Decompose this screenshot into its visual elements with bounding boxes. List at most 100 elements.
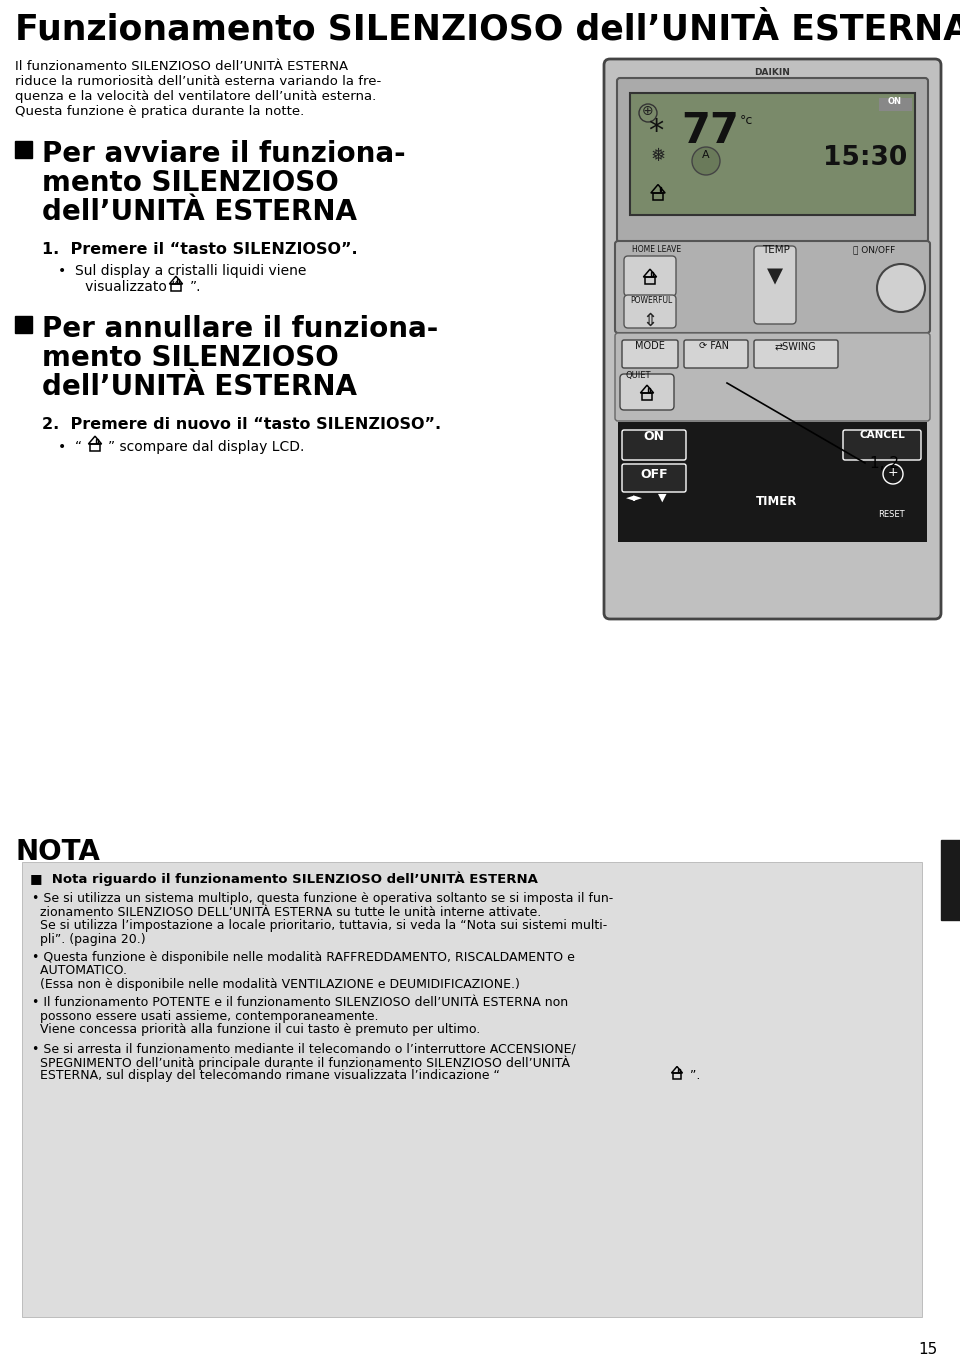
Text: °c: °c — [740, 114, 754, 128]
Text: AUTOMATICO.: AUTOMATICO. — [32, 964, 127, 978]
Text: Viene concessa priorità alla funzione il cui tasto è premuto per ultimo.: Viene concessa priorità alla funzione il… — [32, 1024, 480, 1036]
Text: mento SILENZIOSO: mento SILENZIOSO — [42, 344, 339, 372]
Text: ◄►: ◄► — [626, 493, 643, 502]
Text: Per avviare il funziona-: Per avviare il funziona- — [42, 140, 406, 168]
Bar — [879, 98, 912, 111]
Text: ⇕: ⇕ — [642, 312, 658, 330]
Circle shape — [692, 147, 720, 175]
Text: Questa funzione è pratica durante la notte.: Questa funzione è pratica durante la not… — [15, 105, 304, 118]
Bar — [673, 1073, 681, 1078]
Bar — [630, 92, 915, 215]
Text: Il funzionamento SILENZIOSO dell’UNITÀ ESTERNA: Il funzionamento SILENZIOSO dell’UNITÀ E… — [15, 60, 348, 73]
Bar — [15, 141, 32, 158]
Text: • Se si utilizza un sistema multiplo, questa funzione è operativa soltanto se si: • Se si utilizza un sistema multiplo, qu… — [32, 892, 613, 904]
Text: DAIKIN: DAIKIN — [754, 68, 790, 77]
Text: OFF: OFF — [640, 469, 668, 481]
Text: TEMP: TEMP — [762, 244, 790, 255]
Bar — [172, 284, 180, 291]
Text: *: * — [648, 117, 663, 147]
Bar — [941, 841, 960, 919]
Circle shape — [883, 464, 903, 483]
FancyBboxPatch shape — [843, 430, 921, 460]
Text: ▼: ▼ — [767, 266, 783, 287]
Text: 15: 15 — [919, 1342, 938, 1357]
Bar — [22, 862, 922, 1317]
Text: zionamento SILENZIOSO DELL’UNITÀ ESTERNA su tutte le unità interne attivate.: zionamento SILENZIOSO DELL’UNITÀ ESTERNA… — [32, 906, 541, 918]
Text: pli”. (pagina 20.): pli”. (pagina 20.) — [32, 933, 146, 945]
FancyBboxPatch shape — [615, 333, 930, 421]
FancyBboxPatch shape — [624, 295, 676, 329]
FancyBboxPatch shape — [622, 340, 678, 368]
Bar — [90, 444, 100, 451]
Text: • Questa funzione è disponibile nelle modalità RAFFREDDAMENTO, RISCALDAMENTO e: • Questa funzione è disponibile nelle mo… — [32, 951, 575, 964]
Bar — [648, 388, 650, 391]
Text: CANCEL: CANCEL — [859, 430, 905, 440]
Text: 77: 77 — [681, 110, 739, 152]
Bar — [645, 277, 655, 284]
Text: ” scompare dal display LCD.: ” scompare dal display LCD. — [108, 440, 304, 454]
Text: 15:30: 15:30 — [823, 145, 907, 171]
Text: 2.  Premere di nuovo il “tasto SILENZIOSO”.: 2. Premere di nuovo il “tasto SILENZIOSO… — [42, 417, 442, 432]
FancyBboxPatch shape — [622, 430, 686, 460]
Text: ⟳ FAN: ⟳ FAN — [699, 341, 729, 350]
Text: ”.: ”. — [690, 1069, 701, 1082]
Text: POWERFUL: POWERFUL — [630, 296, 672, 306]
Text: MODE: MODE — [636, 341, 665, 350]
Text: QUIET: QUIET — [626, 371, 652, 380]
Text: ■  Nota riguardo il funzionamento SILENZIOSO dell’UNITÀ ESTERNA: ■ Nota riguardo il funzionamento SILENZI… — [30, 872, 538, 887]
Text: dell’UNITÀ ESTERNA: dell’UNITÀ ESTERNA — [42, 198, 357, 225]
FancyBboxPatch shape — [622, 464, 686, 492]
Text: (Essa non è disponibile nelle modalità VENTILAZIONE e DEUMIDIFICAZIONE.): (Essa non è disponibile nelle modalità V… — [32, 978, 520, 991]
Text: riduce la rumoriosità dell’unità esterna variando la fre-: riduce la rumoriosità dell’unità esterna… — [15, 75, 381, 88]
Text: mento SILENZIOSO: mento SILENZIOSO — [42, 168, 339, 197]
Text: RESET: RESET — [877, 511, 904, 519]
FancyBboxPatch shape — [617, 77, 928, 242]
Text: •  “: • “ — [58, 440, 82, 454]
FancyBboxPatch shape — [604, 58, 941, 619]
Text: 1, 2: 1, 2 — [870, 456, 899, 471]
Text: TIMER: TIMER — [756, 496, 798, 508]
Text: • Se si arresta il funzionamento mediante il telecomando o l’interruttore ACCENS: • Se si arresta il funzionamento mediant… — [32, 1042, 576, 1055]
Text: HOME LEAVE: HOME LEAVE — [632, 244, 682, 254]
Circle shape — [639, 105, 657, 122]
Text: •  Sul display a cristalli liquidi viene: • Sul display a cristalli liquidi viene — [58, 263, 306, 278]
Text: Per annullare il funziona-: Per annullare il funziona- — [42, 315, 439, 344]
Text: Se si utilizza l’impostazione a locale prioritario, tuttavia, si veda la “Nota s: Se si utilizza l’impostazione a locale p… — [32, 919, 608, 932]
Bar — [678, 1069, 680, 1071]
Circle shape — [877, 263, 925, 312]
Text: ⇄SWING: ⇄SWING — [774, 341, 816, 350]
FancyBboxPatch shape — [624, 257, 676, 296]
Text: possono essere usati assieme, contemporaneamente.: possono essere usati assieme, contempora… — [32, 1010, 378, 1023]
Bar — [96, 439, 98, 443]
Text: ❅: ❅ — [651, 147, 665, 166]
FancyBboxPatch shape — [620, 373, 674, 410]
Text: ESTERNA, sul display del telecomando rimane visualizzata l’indicazione “: ESTERNA, sul display del telecomando rim… — [32, 1069, 500, 1082]
Text: 1.  Premere il “tasto SILENZIOSO”.: 1. Premere il “tasto SILENZIOSO”. — [42, 242, 358, 257]
Bar — [652, 272, 653, 276]
Text: • Il funzionamento POTENTE e il funzionamento SILENZIOSO dell’UNITÀ ESTERNA non: • Il funzionamento POTENTE e il funziona… — [32, 997, 568, 1009]
Text: dell’UNITÀ ESTERNA: dell’UNITÀ ESTERNA — [42, 373, 357, 401]
FancyBboxPatch shape — [754, 340, 838, 368]
Text: A: A — [702, 149, 709, 160]
Text: visualizzato “: visualizzato “ — [72, 280, 179, 293]
Text: ▼: ▼ — [658, 493, 666, 502]
Text: ⊕: ⊕ — [642, 105, 654, 118]
Bar — [15, 316, 32, 333]
Bar — [653, 193, 663, 200]
Text: ”.: ”. — [190, 280, 202, 293]
Bar — [660, 187, 661, 191]
Bar — [642, 392, 652, 399]
FancyBboxPatch shape — [615, 240, 930, 333]
Text: NOTA: NOTA — [15, 838, 100, 866]
Bar — [178, 278, 180, 282]
Text: quenza e la velocità del ventilatore dell’unità esterna.: quenza e la velocità del ventilatore del… — [15, 90, 376, 103]
Text: ON: ON — [643, 430, 664, 443]
Text: +: + — [888, 466, 899, 479]
Text: ⏻ ON/OFF: ⏻ ON/OFF — [853, 244, 896, 254]
Bar — [618, 422, 927, 542]
FancyBboxPatch shape — [684, 340, 748, 368]
Text: ON: ON — [888, 96, 902, 106]
Text: SPEGNIMENTO dell’unità principale durante il funzionamento SILENZIOSO dell’UNITÀ: SPEGNIMENTO dell’unità principale durant… — [32, 1055, 570, 1070]
FancyBboxPatch shape — [754, 246, 796, 325]
Text: Funzionamento SILENZIOSO dell’UNITÀ ESTERNA: Funzionamento SILENZIOSO dell’UNITÀ ESTE… — [15, 12, 960, 46]
